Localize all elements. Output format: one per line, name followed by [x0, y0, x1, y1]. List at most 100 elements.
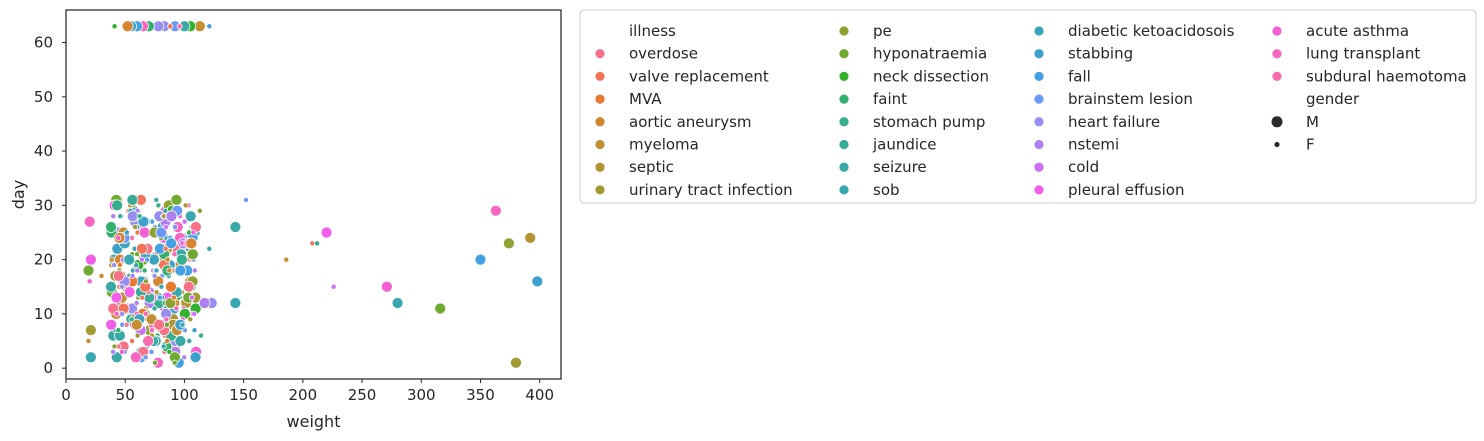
scatter-point	[144, 256, 151, 263]
legend-box	[579, 9, 1477, 204]
scatter-point	[142, 310, 149, 317]
legend-label: diabetic ketoacidosois	[1068, 22, 1235, 40]
legend-marker	[838, 139, 850, 150]
legend-entry: acute asthma	[1271, 22, 1409, 40]
legend-marker	[1033, 71, 1045, 82]
scatter-point	[188, 294, 195, 301]
scatter-point	[153, 267, 160, 274]
scatter-point	[84, 324, 97, 337]
legend-label: sob	[873, 181, 900, 199]
scatter-point	[134, 267, 141, 274]
scatter-point	[151, 305, 158, 312]
scatter-point	[98, 272, 105, 279]
x-tick-label: 350	[466, 386, 495, 404]
scatter-point	[136, 213, 143, 220]
scatter-point	[156, 294, 163, 301]
scatter-point	[111, 23, 118, 30]
legend-entry: brainstem lesion	[1033, 90, 1193, 108]
scatter-point	[84, 253, 97, 266]
scatter-point	[182, 202, 189, 209]
legend-label: fall	[1068, 67, 1091, 85]
scatter-point	[176, 253, 188, 266]
scatter-point	[132, 224, 139, 231]
scatter-point	[142, 278, 149, 285]
scatter-point	[155, 202, 162, 209]
legend-entry: myeloma	[594, 136, 699, 154]
y-tick-label: 60	[34, 34, 53, 52]
legend-marker	[594, 71, 606, 82]
scatter-point	[130, 318, 143, 331]
legend-label: cold	[1068, 158, 1099, 176]
legend-title: gender	[1306, 90, 1360, 108]
legend-label: gender	[1306, 90, 1360, 108]
scatter-point	[119, 310, 126, 317]
legend-entry: neck dissection	[838, 67, 989, 85]
scatter-point	[141, 267, 148, 274]
scatter-point	[85, 338, 92, 344]
scatter-point	[126, 194, 139, 206]
scatter-point	[118, 283, 125, 290]
legend-label: illness	[629, 22, 676, 40]
x-tick-label: 400	[525, 386, 554, 404]
scatter-point	[173, 305, 180, 312]
legend-marker	[1033, 25, 1045, 37]
scatter-point	[164, 256, 171, 263]
scatter-point	[191, 310, 198, 317]
legend-marker	[594, 93, 606, 105]
scatter-point	[138, 256, 145, 263]
legend-label: faint	[873, 90, 907, 108]
legend-entry: MVA	[594, 90, 662, 108]
legend-label: stabbing	[1068, 45, 1133, 63]
legend-marker	[1271, 116, 1283, 128]
scatter-point	[163, 316, 170, 323]
scatter-point	[162, 245, 169, 252]
scatter-point	[510, 356, 522, 369]
legend: illness overdose valve replacement MVA aorti…	[579, 9, 1477, 204]
legend-label: F	[1306, 136, 1315, 154]
legend-label: urinary tract infection	[629, 181, 793, 199]
legend-entry: pe	[838, 22, 892, 40]
scatter-point	[118, 348, 125, 355]
scatter-point	[128, 316, 135, 323]
legend-marker	[838, 184, 850, 196]
scatter-point	[123, 286, 136, 299]
legend-entry: F	[1274, 136, 1315, 154]
legend-label: overdose	[629, 45, 698, 63]
axes: 0 50 100 150 200 250 300 350 400 0 10 20 30 40 50 60 wei…	[9, 9, 562, 431]
scatter-point	[229, 297, 242, 309]
scatter-point	[186, 338, 193, 344]
legend-entry: diabetic ketoacidosois	[1033, 22, 1235, 40]
y-tick-label: 50	[34, 88, 53, 106]
scatter-point	[170, 194, 183, 206]
legend-label: aortic aneurysm	[629, 113, 752, 131]
scatter-point	[489, 204, 502, 217]
scatter-point	[314, 240, 321, 247]
scatter-point	[185, 237, 198, 250]
legend-entry: M	[1271, 113, 1319, 131]
x-tick-label: 150	[229, 386, 258, 404]
scatter-point	[174, 264, 187, 277]
scatter-point	[139, 294, 146, 301]
legend-label: seizure	[873, 158, 927, 176]
y-tick-label: 40	[34, 142, 53, 160]
legend-marker	[1033, 116, 1045, 128]
scatter-point	[164, 338, 171, 344]
scatter-point	[142, 335, 154, 347]
scatter-point	[174, 335, 187, 347]
scatter-point	[474, 253, 487, 266]
scatter-point	[229, 221, 242, 233]
scatter-point	[330, 283, 337, 290]
legend-marker	[1033, 93, 1045, 105]
scatter-point	[184, 210, 197, 223]
legend-marker	[1033, 48, 1045, 60]
legend-label: acute asthma	[1306, 22, 1409, 40]
legend-entry: stomach pump	[838, 113, 985, 131]
axes-frame	[65, 9, 562, 380]
x-tick-label: 100	[170, 386, 199, 404]
scatter-point	[105, 221, 117, 233]
legend-marker	[838, 71, 850, 82]
legend-entry: overdose	[594, 45, 698, 63]
legend-label: jaundice	[872, 136, 937, 154]
legend-label: brainstem lesion	[1068, 90, 1193, 108]
legend-label: stomach pump	[873, 113, 985, 131]
